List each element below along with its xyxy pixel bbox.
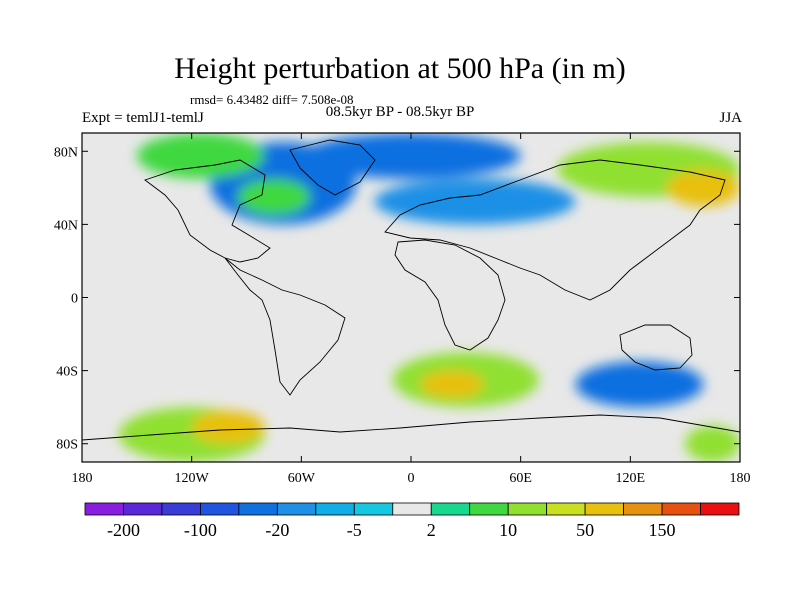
colorbar-swatch [315,502,355,516]
x-tick-label: 180 [72,471,93,486]
colorbar-label: -100 [184,520,217,540]
colorbar-swatch [84,502,124,516]
field-region-1 [301,133,521,179]
colorbar-swatch [200,502,240,516]
x-axis: 180 120W 60W 0 60E 120E 180 [72,133,751,486]
x-tick-label: 180 [730,471,751,486]
coastlines [82,139,740,441]
colorbar-swatch [661,502,701,516]
field-region-6 [666,169,740,207]
colorbar-label: -20 [265,520,289,540]
colorbar-label: -5 [347,520,362,540]
colorbar-label: 150 [649,520,676,540]
map-field [82,133,740,462]
x-tick-label: 60W [288,471,316,486]
experiment-label: Expt = temlJ1-temlJ [82,110,204,126]
colorbar-swatch [353,502,394,516]
colorbar-swatch [623,502,663,516]
field-region-11 [575,361,704,408]
colorbar-label: 50 [576,520,594,540]
colorbar-swatch [238,502,278,516]
field-region-4 [237,178,311,216]
colorbar-swatch [430,502,471,516]
field-region-10 [191,410,265,444]
field-region-2 [374,178,576,225]
colorbar-swatch [584,502,624,516]
colorbar-swatch [469,502,509,516]
colorbar-swatch [392,502,432,516]
colorbar-label: 2 [427,520,436,540]
colorbar-swatch [546,502,586,516]
field-region-3 [136,133,265,179]
field-region-8 [420,370,485,399]
y-tick-label: 80N [54,145,78,160]
colorbar-swatch [700,502,740,516]
x-tick-label: 0 [408,471,415,486]
x-tick-label: 120W [175,471,210,486]
colorbar-swatch [507,502,548,516]
chart-title: Height perturbation at 500 hPa (in m) [174,52,626,85]
colorbar: -200 -100 -20 -5 2 10 50 150 [84,502,740,540]
x-tick-label: 60E [509,471,532,486]
stats-text: rmsd= 6.43482 diff= 7.508e-08 [190,92,354,107]
colorbar-swatch [123,502,163,516]
y-tick-label: 80S [56,438,78,453]
y-tick-label: 40N [54,218,78,233]
field-region-12 [685,425,740,462]
colorbar-swatch [276,502,317,516]
season-label: JJA [719,110,742,126]
y-axis: 80N 40N 0 40S 80S [54,145,740,453]
y-tick-label: 0 [71,292,78,307]
colorbar-swatch [161,502,201,516]
x-tick-label: 120E [616,471,646,486]
perturbation-field [118,133,740,462]
y-tick-label: 40S [56,365,78,380]
period-label: 08.5kyr BP - 08.5kyr BP [325,104,475,120]
colorbar-label: -200 [107,520,140,540]
colorbar-label: 10 [499,520,517,540]
